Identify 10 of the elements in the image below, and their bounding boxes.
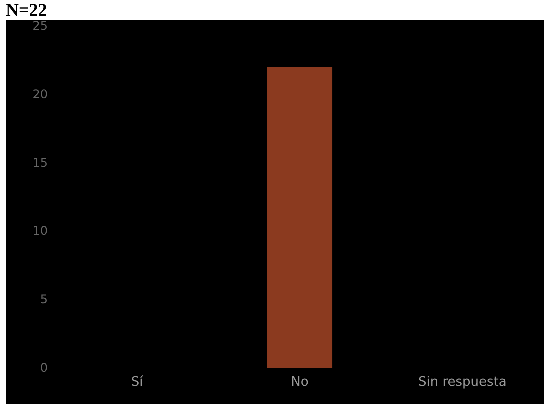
x-tick-label: Sin respuesta	[418, 375, 507, 390]
x-tick-label: No	[291, 375, 309, 390]
chart-title: N=22	[5, 0, 48, 20]
y-tick-label: 25	[32, 19, 48, 33]
y-tick-label: 5	[40, 292, 48, 307]
y-tick-label: 15	[32, 156, 48, 170]
y-tick-label: 10	[32, 224, 48, 238]
x-tick-label: Sí	[131, 375, 144, 390]
y-tick-label: 20	[32, 87, 48, 102]
y-tick-label: 0	[40, 361, 48, 375]
